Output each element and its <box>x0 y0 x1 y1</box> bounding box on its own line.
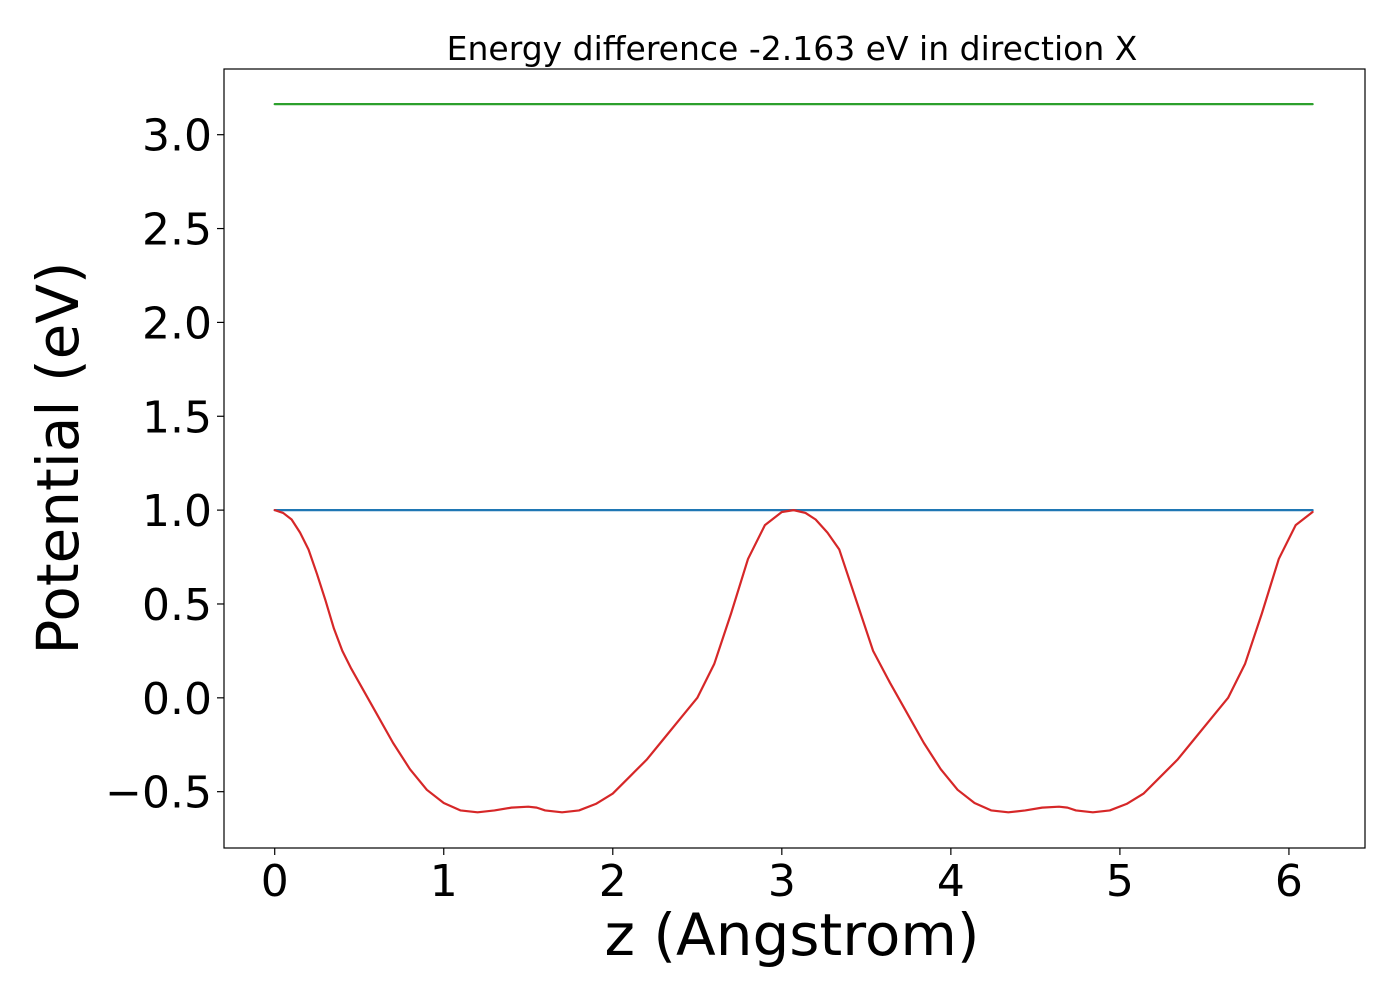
x-tick-label: 1 <box>430 856 458 907</box>
x-tick-label: 5 <box>1106 856 1134 907</box>
y-tick-label: −0.5 <box>105 768 212 819</box>
series-layer <box>273 102 1314 814</box>
y-tick-label: 1.5 <box>142 392 212 443</box>
y-tick-label: 3.0 <box>142 111 212 162</box>
x-tick-label: 2 <box>599 856 627 907</box>
x-axis-label: z (Angstrom) <box>605 901 980 969</box>
y-tick-label: 2.0 <box>142 298 212 349</box>
y-tick-label: 0.5 <box>142 580 212 631</box>
x-axis: 0 1 2 3 4 5 6 <box>261 848 1303 907</box>
x-tick-label: 4 <box>937 856 965 907</box>
axes-frame <box>223 68 1366 849</box>
y-tick-label: 1.0 <box>142 486 212 537</box>
x-tick-label: 0 <box>261 856 289 907</box>
series-line-2 <box>273 509 1314 814</box>
x-tick-label: 3 <box>768 856 796 907</box>
y-tick-label: 2.5 <box>142 205 212 256</box>
x-tick-label: 6 <box>1275 856 1303 907</box>
chart-title: Energy difference -2.163 eV in direction… <box>447 29 1138 68</box>
y-tick-label: 0.0 <box>142 674 212 725</box>
y-axis-label: Potential (eV) <box>24 261 92 654</box>
y-axis: −0.5 0.0 0.5 1.0 1.5 2.0 2.5 3.0 <box>105 111 224 819</box>
